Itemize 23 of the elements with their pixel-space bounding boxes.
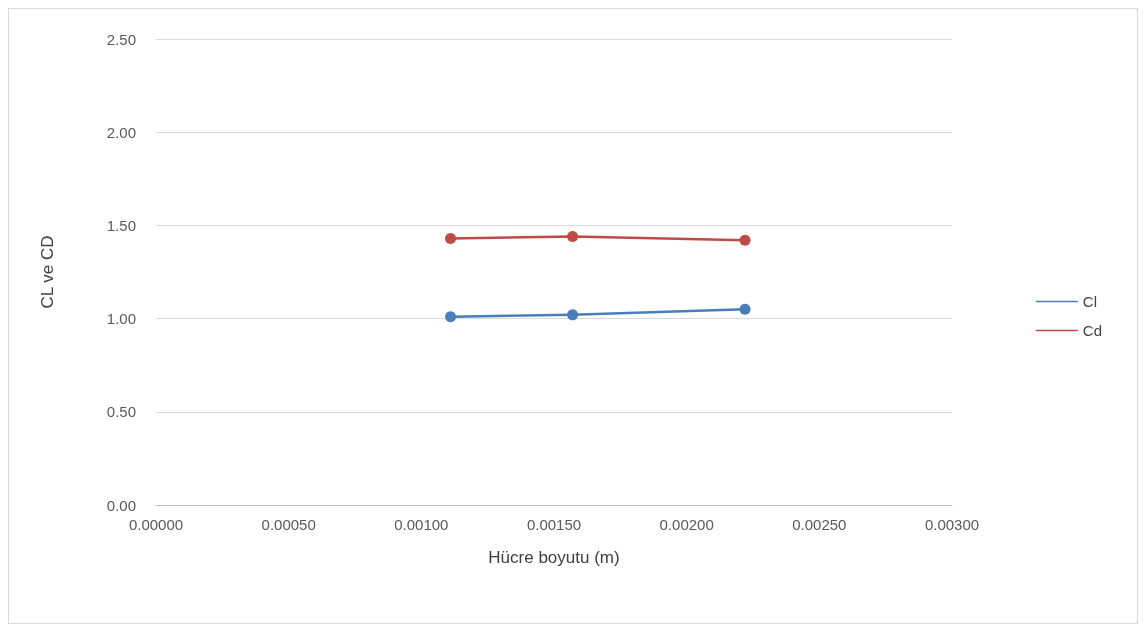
point	[445, 232, 457, 244]
y-tick-label: 2.50	[106, 30, 136, 48]
x-tick-label: 0.00050	[261, 516, 316, 533]
point	[739, 234, 751, 246]
x-axis-title: Hücre boyutu (m)	[488, 548, 620, 567]
y-tick-label: 2.00	[106, 123, 136, 141]
y-tick-label: 0.50	[106, 403, 136, 421]
x-tick-label: 0.00250	[792, 516, 847, 533]
point	[739, 303, 751, 315]
y-axis-title: CL ve CD	[38, 235, 57, 309]
point	[445, 311, 457, 323]
x-tick-label: 0.00100	[394, 516, 449, 533]
y-tick-label: 1.50	[106, 216, 136, 234]
x-tick-label: 0.00000	[128, 516, 184, 533]
y-tick-label: 1.00	[106, 310, 136, 328]
point	[567, 231, 579, 243]
x-tick-label: 0.00150	[526, 516, 582, 533]
x-tick-label: 0.00300	[924, 516, 980, 533]
x-tick-label: 0.00200	[659, 516, 714, 533]
legend-label: Cl	[1082, 293, 1097, 310]
point	[567, 309, 579, 321]
legend-label: Cd	[1082, 322, 1103, 339]
y-tick-label: 0.00	[106, 496, 136, 514]
